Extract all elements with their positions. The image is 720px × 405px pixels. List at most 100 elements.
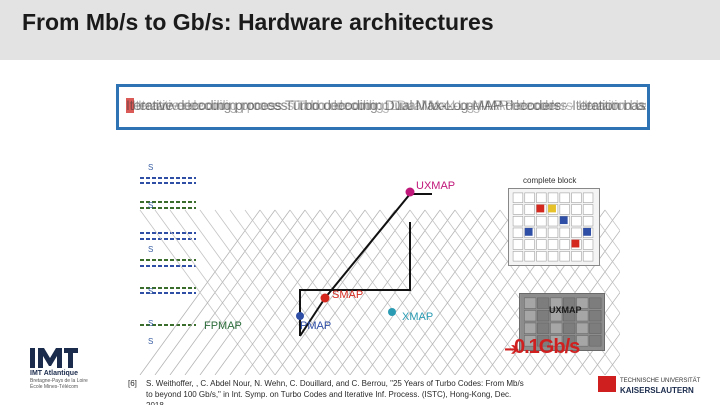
chip-tile [576,322,589,334]
block-cell [571,215,582,227]
trellis-grid-line [259,209,381,375]
university-name-line2: KAISERSLAUTERN [620,386,694,395]
arrow-right-icon: ➔ [504,339,520,359]
red-marker [126,98,134,113]
stage-label: S [148,287,154,296]
block-cell [524,239,535,250]
processing-path-arrow [324,193,432,299]
block-cell [582,192,594,203]
chip-layout-image [519,293,605,351]
block-highlight [583,227,592,236]
block-cell [559,192,570,203]
block-cell [512,192,524,203]
chip-tile [563,335,576,347]
chip-tile [524,322,537,334]
citation-ref: [6] [128,379,137,388]
block-cell [547,227,559,239]
trellis-grid-line [319,209,441,375]
chip-tile [537,322,550,334]
chip-tile [550,322,563,334]
chip-tile [563,310,576,322]
block-cell [582,251,594,262]
block-cell [559,239,570,250]
trellis-grid-line [289,209,411,375]
stage-label: S [148,245,154,254]
block-cell [571,204,582,215]
block-cell [547,239,559,250]
block-cell [559,204,570,215]
block-highlight [524,227,533,236]
trellis-grid-line [394,209,516,375]
stage-label: S [148,201,154,210]
block-cell [512,204,524,215]
block-cell [559,251,570,262]
trellis-grid-line [304,209,426,375]
chip-tile [576,310,589,322]
block-cell [571,192,582,203]
pmap-marker [296,312,304,320]
trellis-grid-line [604,209,620,232]
block-cell [547,215,559,227]
fpmap-label: FPMAP [204,320,242,332]
block-cell [536,251,547,262]
trellis-graphic [139,177,620,375]
throughput-value: 0.1Gb/s [514,336,580,358]
stage-label: S [148,163,154,172]
trellis-grid-line [274,209,396,375]
imt-subtitle: Bretagne-Pays de la Loire École Mines-Té… [30,378,88,390]
imt-logo-icon [30,348,78,368]
trellis-grid-line [364,209,486,375]
block-cell [571,251,582,262]
chip-tile [524,335,537,347]
block-cell [547,251,559,262]
trellis-grid-line [604,353,620,375]
block-highlight [548,204,556,213]
slide-title: From Mb/s to Gb/s: Hardware architecture… [22,9,494,35]
trellis-grid-line [154,209,276,375]
block-highlight [536,204,545,213]
block-cell [524,251,535,262]
chip-tile [537,310,550,322]
trellis-grid-line [379,209,501,375]
block-cell [536,227,547,239]
block-highlight [559,216,568,225]
block-cell [512,215,524,227]
title-bar [0,0,720,60]
chip-label: UXMAP [549,305,582,315]
trellis-grid-line [589,209,620,252]
block-cell [512,227,524,239]
chip-tile [589,335,602,347]
xmap-marker [388,308,396,316]
chip-tile [576,297,589,309]
chip-tile [576,335,589,347]
chip-tile [563,297,576,309]
block-cell [547,192,559,203]
block-cell [512,251,524,262]
block-highlight [571,239,580,248]
overlapping-text-layer-1: Iterative decoding process Turbo decodin… [126,97,646,113]
block-cell [536,239,547,250]
trellis-grid-line [409,209,531,375]
overlapping-text-layer-2: Iterative decoding process Turbo decodin… [132,97,646,113]
block-cell [524,215,535,227]
chip-tile [524,310,537,322]
trellis-grid-line [334,209,456,375]
smap-label: SMAP [332,289,364,301]
block-cell [582,204,594,215]
trellis-grid-line [184,209,306,375]
overlapping-text-box: Iterative decoding process Turbo decodin… [116,84,650,130]
block-cell [536,192,547,203]
chip-tile [537,335,550,347]
stage-label: S [148,319,154,328]
trellis-grid-line [214,209,336,375]
pmap-label: PMAP [300,320,332,332]
trellis-grid-line [169,209,291,375]
block-cell [582,215,594,227]
trellis-grid-line [349,209,471,375]
citation-text: S. Weithoffer, , C. Abdel Nour, N. Wehn,… [146,379,524,405]
trellis-grid-line [589,333,620,375]
chip-tile [550,310,563,322]
block-cell [536,215,547,227]
chip-tile [589,297,602,309]
trellis-grid-line [244,209,366,375]
